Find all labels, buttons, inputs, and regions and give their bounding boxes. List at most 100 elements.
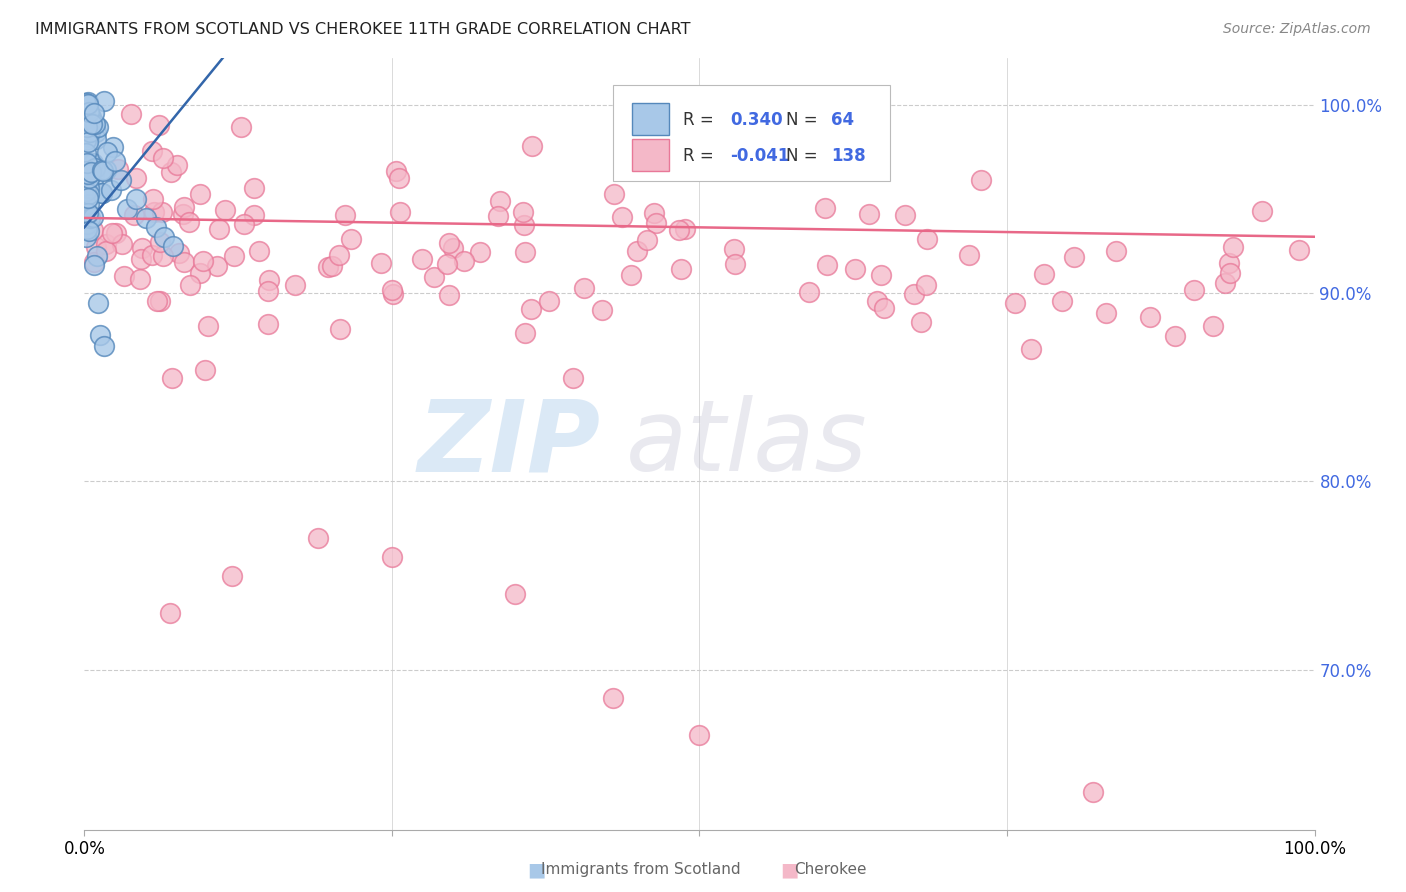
- Point: [75, 133, 97, 147]
- Point: [513, 326, 536, 340]
- Point: [76, 206, 98, 220]
- Point: [453, 254, 475, 268]
- Point: [162, 371, 184, 385]
- Point: [87, 120, 110, 135]
- Point: [1219, 266, 1241, 280]
- Text: ZIP: ZIP: [418, 395, 602, 492]
- Point: [145, 220, 167, 235]
- Point: [194, 363, 217, 377]
- Point: [815, 258, 838, 272]
- Point: [91, 186, 114, 201]
- Text: 0.340: 0.340: [730, 111, 783, 128]
- Point: [142, 204, 165, 219]
- Point: [83, 169, 105, 184]
- Point: [636, 233, 658, 247]
- Point: [247, 244, 270, 259]
- Point: [75, 164, 97, 178]
- Point: [503, 587, 526, 601]
- Point: [1032, 267, 1054, 281]
- Point: [243, 208, 266, 222]
- Point: [957, 247, 980, 261]
- Point: [86, 249, 108, 263]
- Point: [173, 255, 195, 269]
- Point: [1019, 342, 1042, 356]
- Point: [205, 259, 228, 273]
- Point: [77, 196, 100, 211]
- Point: [915, 278, 938, 293]
- Point: [79, 171, 101, 186]
- Point: [512, 219, 534, 233]
- Point: [93, 339, 115, 353]
- Point: [620, 268, 643, 282]
- Point: [1105, 244, 1128, 258]
- Point: [91, 164, 114, 178]
- Point: [82, 223, 104, 237]
- Text: N =: N =: [786, 111, 823, 128]
- Point: [105, 226, 128, 240]
- Point: [222, 249, 245, 263]
- Point: [723, 242, 745, 256]
- Point: [437, 288, 460, 302]
- Point: [141, 192, 163, 206]
- Point: [101, 140, 124, 154]
- Point: [188, 266, 211, 280]
- Point: [79, 165, 101, 179]
- Text: 138: 138: [831, 147, 866, 165]
- Point: [439, 235, 461, 250]
- Point: [1251, 204, 1274, 219]
- Point: [858, 207, 880, 221]
- Point: [167, 245, 190, 260]
- Point: [513, 244, 536, 259]
- Point: [423, 269, 446, 284]
- Point: [77, 191, 100, 205]
- Point: [1063, 250, 1085, 264]
- Point: [644, 216, 666, 230]
- Point: [82, 211, 104, 225]
- Point: [307, 531, 329, 545]
- Point: [152, 249, 174, 263]
- Point: [94, 244, 117, 258]
- Point: [107, 162, 129, 177]
- Point: [104, 154, 127, 169]
- Point: [76, 156, 98, 170]
- Point: [243, 181, 266, 195]
- Text: Cherokee: Cherokee: [794, 863, 868, 877]
- Point: [79, 156, 101, 170]
- Point: [381, 549, 404, 564]
- Point: [149, 235, 172, 249]
- Point: [125, 170, 148, 185]
- Point: [340, 232, 363, 246]
- Point: [321, 260, 343, 274]
- Point: [77, 181, 100, 195]
- Point: [865, 294, 887, 309]
- Point: [1288, 243, 1310, 257]
- Point: [328, 248, 350, 262]
- Point: [141, 144, 163, 158]
- Point: [111, 236, 134, 251]
- Point: [162, 239, 184, 253]
- Point: [77, 171, 100, 186]
- Point: [873, 301, 896, 316]
- Point: [75, 184, 97, 198]
- Point: [172, 207, 194, 221]
- Point: [75, 111, 97, 125]
- Point: [84, 117, 107, 131]
- FancyBboxPatch shape: [631, 103, 669, 136]
- Point: [84, 240, 107, 254]
- Point: [76, 222, 98, 236]
- Point: [257, 317, 280, 331]
- Point: [610, 211, 633, 225]
- Point: [910, 315, 932, 329]
- Point: [93, 94, 115, 108]
- Text: Immigrants from Scotland: Immigrants from Scotland: [541, 863, 741, 877]
- Point: [370, 256, 392, 270]
- Text: ■: ■: [527, 860, 546, 880]
- Point: [193, 254, 215, 268]
- Point: [381, 283, 404, 297]
- Text: 64: 64: [831, 111, 855, 128]
- Point: [87, 295, 110, 310]
- Point: [333, 208, 356, 222]
- Point: [141, 248, 163, 262]
- Point: [125, 192, 148, 206]
- Point: [75, 146, 97, 161]
